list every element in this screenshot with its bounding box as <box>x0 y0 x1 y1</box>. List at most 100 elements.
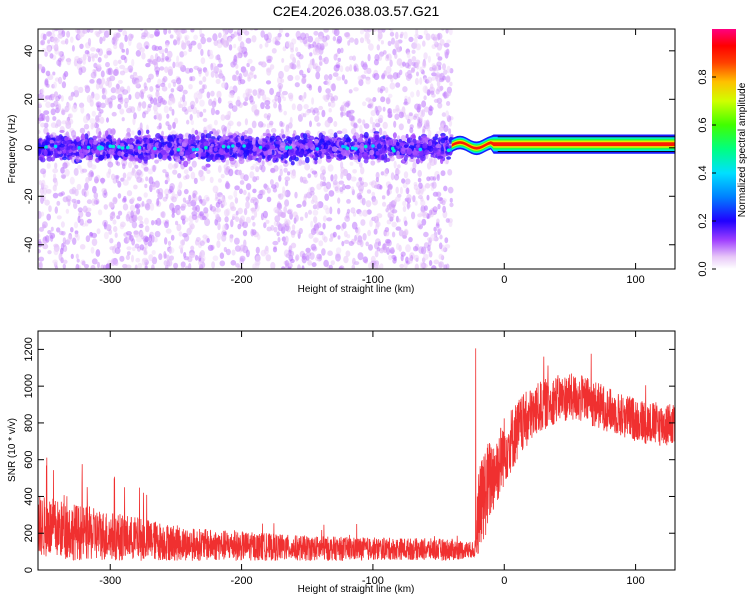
heatmap-cell <box>424 205 428 211</box>
heatmap-cell <box>296 203 302 208</box>
heatmap-cell <box>77 146 81 150</box>
snr-y-label: SNR (10 * v/v) <box>7 418 18 482</box>
heatmap-cell <box>421 109 425 118</box>
heatmap-cell <box>77 141 82 148</box>
heatmap-cell <box>316 110 320 116</box>
heatmap-cell <box>65 38 69 45</box>
x-tick-label: 100 <box>626 575 644 587</box>
heatmap-cell <box>147 241 153 247</box>
heatmap-cell <box>61 81 67 89</box>
heatmap-cell <box>198 252 203 258</box>
y-tick-label: 200 <box>23 524 35 542</box>
heatmap-cell <box>126 127 131 134</box>
heatmap-cell <box>287 171 291 176</box>
heatmap-cell <box>203 194 210 203</box>
heatmap-cell <box>426 76 433 84</box>
heatmap-cell <box>194 254 199 261</box>
heatmap-cell <box>426 89 431 96</box>
heatmap-cell <box>178 61 184 68</box>
heatmap-cell <box>102 151 106 157</box>
heatmap-cell <box>310 220 314 228</box>
heatmap-cell <box>314 238 318 244</box>
heatmap-cell <box>146 134 151 140</box>
heatmap-cell <box>337 147 343 152</box>
heatmap-cell <box>60 40 67 45</box>
heatmap-cell <box>428 209 433 216</box>
heatmap-cell <box>70 36 74 43</box>
heatmap-cell <box>433 40 437 45</box>
heatmap-cell <box>191 147 196 152</box>
heatmap-cell <box>392 199 397 206</box>
heatmap-cell <box>445 29 449 34</box>
heatmap-cell <box>44 51 48 57</box>
heatmap-cell <box>185 265 189 269</box>
heatmap-cell <box>319 180 324 187</box>
heatmap-cell <box>325 88 331 94</box>
heatmap-cell <box>84 138 88 146</box>
heatmap-cell <box>406 137 411 144</box>
heatmap-cell <box>83 123 90 130</box>
heatmap-cell <box>202 76 207 83</box>
heatmap-cell <box>373 228 378 235</box>
heatmap-cell <box>40 122 45 128</box>
heatmap-cell <box>304 193 308 199</box>
heatmap-cell <box>43 122 49 129</box>
heatmap-cell <box>91 55 95 62</box>
heatmap-cell <box>422 128 425 135</box>
heatmap-cell <box>407 118 411 124</box>
heatmap-cell <box>71 45 75 52</box>
heatmap-cell <box>193 65 200 70</box>
heatmap-cell <box>281 134 286 139</box>
heatmap-cell <box>82 29 88 34</box>
heatmap-cell <box>109 238 114 244</box>
heatmap-cell <box>436 218 440 224</box>
heatmap-cell <box>368 103 374 109</box>
heatmap-cell <box>183 169 189 175</box>
heatmap-cell <box>311 155 316 159</box>
heatmap-cell <box>253 29 257 31</box>
heatmap-cell <box>261 160 265 167</box>
heatmap-cell <box>94 53 99 59</box>
heatmap-cell <box>389 29 394 33</box>
heatmap-cell <box>356 229 360 237</box>
heatmap-cell <box>117 193 122 199</box>
heatmap-cell <box>348 241 354 246</box>
heatmap-cell <box>188 48 192 52</box>
heatmap-cell <box>336 154 343 158</box>
heatmap-cell <box>418 195 423 200</box>
heatmap-cell <box>158 113 163 121</box>
heatmap-cell <box>237 223 242 230</box>
heatmap-cell <box>334 154 338 158</box>
heatmap-cell <box>449 197 453 203</box>
heatmap-cell <box>325 181 332 190</box>
heatmap-cell <box>130 197 135 203</box>
heatmap-cell <box>412 161 417 170</box>
heatmap-cell <box>193 92 198 100</box>
heatmap-cell <box>411 61 416 67</box>
heatmap-cell <box>117 210 123 216</box>
heatmap-cell <box>385 65 392 74</box>
heatmap-cell <box>319 139 324 143</box>
heatmap-cell <box>210 63 214 71</box>
heatmap-cell <box>220 203 224 209</box>
heatmap-cell <box>152 58 158 66</box>
heatmap-cell <box>311 97 315 105</box>
heatmap-cell <box>265 80 272 85</box>
heatmap-cell <box>158 45 163 51</box>
heatmap-cell <box>285 253 291 259</box>
heatmap-cell <box>217 165 222 173</box>
heatmap-cell <box>323 74 329 81</box>
heatmap-cell <box>394 113 400 120</box>
heatmap-cell <box>137 262 143 269</box>
heatmap-cell <box>148 234 152 243</box>
heatmap-cell <box>145 176 149 182</box>
heatmap-cell <box>165 228 172 234</box>
heatmap-cell <box>342 136 346 142</box>
heatmap-cell <box>188 194 192 202</box>
heatmap-cell <box>252 89 258 96</box>
heatmap-cell <box>85 176 90 184</box>
heatmap-cell <box>343 230 348 238</box>
heatmap-cell <box>145 154 152 160</box>
heatmap-cell <box>46 188 52 194</box>
heatmap-cell <box>59 247 64 255</box>
